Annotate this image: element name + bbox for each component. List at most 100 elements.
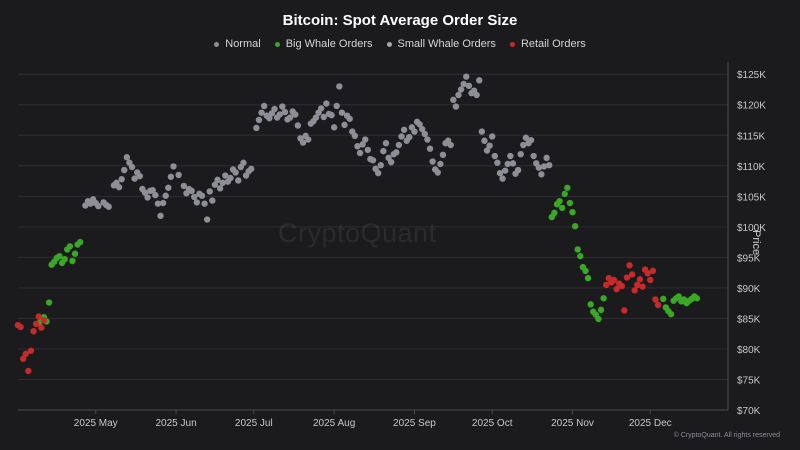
point-normal	[165, 184, 172, 191]
point-big-whale	[595, 315, 602, 323]
point-normal	[455, 91, 462, 99]
point-normal	[380, 147, 387, 155]
point-normal	[507, 152, 514, 160]
point-big-whale	[569, 208, 576, 216]
point-normal	[393, 149, 400, 156]
point-big-whale	[564, 184, 571, 191]
legend-item-normal[interactable]: Normal	[214, 38, 261, 50]
point-retail	[626, 262, 633, 269]
point-normal	[203, 216, 211, 223]
point-normal	[483, 147, 491, 154]
point-normal	[465, 82, 473, 90]
point-normal	[452, 103, 460, 110]
y-tick-label: $115K	[737, 131, 766, 142]
point-normal	[170, 163, 177, 170]
point-normal	[266, 114, 273, 122]
legend-label-big-whale: Big Whale Orders	[285, 38, 373, 50]
point-retail	[32, 320, 40, 328]
point-normal	[419, 125, 426, 133]
point-retail	[647, 276, 654, 284]
point-normal	[434, 169, 441, 176]
point-normal	[421, 130, 429, 138]
point-normal	[463, 73, 470, 80]
point-normal	[336, 83, 343, 90]
point-normal	[494, 159, 501, 166]
point-normal	[216, 185, 224, 192]
point-normal	[227, 174, 234, 182]
point-normal	[450, 96, 457, 104]
point-normal	[222, 172, 229, 179]
point-retail	[636, 276, 644, 283]
point-big-whale	[667, 310, 675, 318]
point-normal	[509, 160, 517, 167]
y-tick-label: $70K	[737, 406, 761, 417]
point-normal	[248, 165, 255, 173]
point-retail	[644, 270, 651, 277]
point-normal	[416, 121, 423, 128]
y-tick-label: $120K	[737, 101, 766, 112]
point-normal	[276, 111, 283, 118]
x-tick-label: 2025 Jun	[155, 418, 196, 429]
legend-label-retail: Retail Orders	[520, 38, 586, 50]
y-tick-label: $100K	[737, 223, 766, 234]
point-normal	[235, 177, 242, 184]
point-normal	[299, 139, 307, 146]
legend-item-big-whale[interactable]: Big Whale Orders	[274, 38, 373, 50]
y-tick-label: $90K	[737, 284, 761, 295]
x-tick-label: 2025 Jul	[235, 418, 273, 429]
legend-item-retail[interactable]: Retail Orders	[509, 38, 586, 50]
point-normal	[279, 103, 286, 110]
point-big-whale	[574, 246, 581, 253]
point-big-whale	[693, 295, 701, 302]
point-normal	[305, 136, 312, 143]
point-normal	[144, 194, 151, 201]
point-normal	[201, 200, 208, 207]
y-tick-label: $85K	[737, 314, 761, 325]
point-big-whale	[71, 250, 79, 257]
point-big-whale	[66, 243, 74, 250]
point-big-whale	[558, 204, 566, 212]
point-normal	[105, 203, 112, 210]
point-retail	[22, 350, 29, 358]
point-normal	[369, 157, 377, 164]
point-retail	[652, 296, 659, 303]
point-retail	[38, 324, 45, 331]
point-normal	[333, 102, 340, 110]
x-tick-label: 2025 May	[74, 418, 118, 429]
copyright: © CryptoQuant. All rights reserved	[673, 432, 780, 439]
point-big-whale	[69, 257, 76, 265]
point-retail	[634, 281, 641, 289]
point-retail	[618, 282, 625, 290]
point-normal	[398, 133, 405, 140]
point-normal	[540, 163, 548, 170]
watermark: CryptoQuant	[278, 218, 437, 248]
point-normal	[121, 166, 128, 174]
x-tick-label: 2025 Sep	[393, 418, 436, 429]
legend-item-small-whale[interactable]: Small Whale Orders	[386, 38, 496, 50]
y-tick-label: $95K	[737, 253, 761, 264]
x-tick-label: 2025 Aug	[313, 418, 355, 429]
point-normal	[214, 176, 221, 184]
point-normal	[281, 108, 289, 116]
legend-dot-retail	[509, 41, 515, 47]
point-normal	[354, 143, 361, 150]
point-normal	[341, 121, 348, 129]
point-big-whale	[561, 190, 568, 198]
point-retail	[610, 276, 618, 284]
point-normal	[504, 160, 511, 168]
point-retail	[603, 281, 610, 289]
legend: Normal Big Whale Orders Small Whale Orde…	[0, 38, 800, 50]
point-retail	[19, 355, 27, 362]
point-normal	[328, 111, 335, 119]
point-big-whale	[56, 252, 63, 260]
point-normal	[149, 187, 156, 194]
point-normal	[481, 137, 488, 144]
point-normal	[377, 161, 384, 169]
point-normal	[292, 111, 299, 118]
legend-label-normal: Normal	[225, 38, 261, 50]
point-normal	[457, 86, 465, 93]
y-axis-title: Price	[750, 230, 762, 256]
point-normal	[429, 158, 436, 165]
